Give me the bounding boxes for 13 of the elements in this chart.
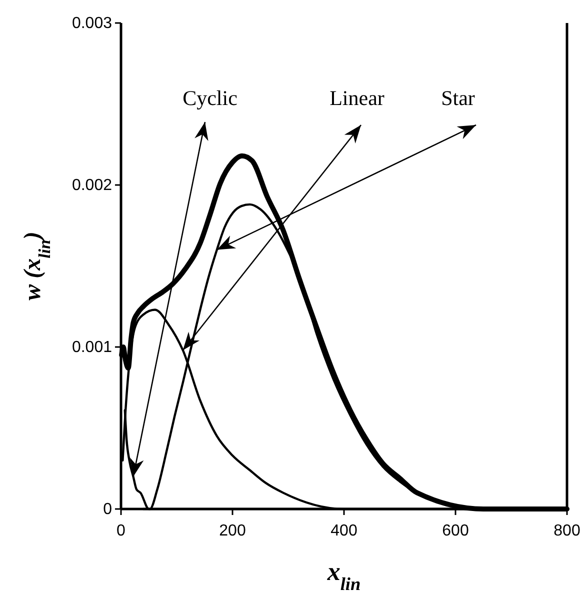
x-tick-label: 800 xyxy=(554,522,580,540)
x-tick-label: 200 xyxy=(219,522,246,540)
x-tick-label: 0 xyxy=(116,522,126,540)
x-tick-label: 600 xyxy=(442,522,469,540)
text: Linear xyxy=(330,86,384,110)
y-tick-label: 0.002 xyxy=(72,177,112,194)
y-tick-label: 0.001 xyxy=(72,339,112,356)
text: Star xyxy=(441,86,475,110)
y-tick-label: 0 xyxy=(103,501,112,518)
text: Cyclic xyxy=(182,86,238,110)
y-tick-label: 0.003 xyxy=(72,15,112,32)
x-axis-title: x$_{lin}$ xyxy=(326,557,361,594)
x-tick-label: 400 xyxy=(330,522,358,540)
